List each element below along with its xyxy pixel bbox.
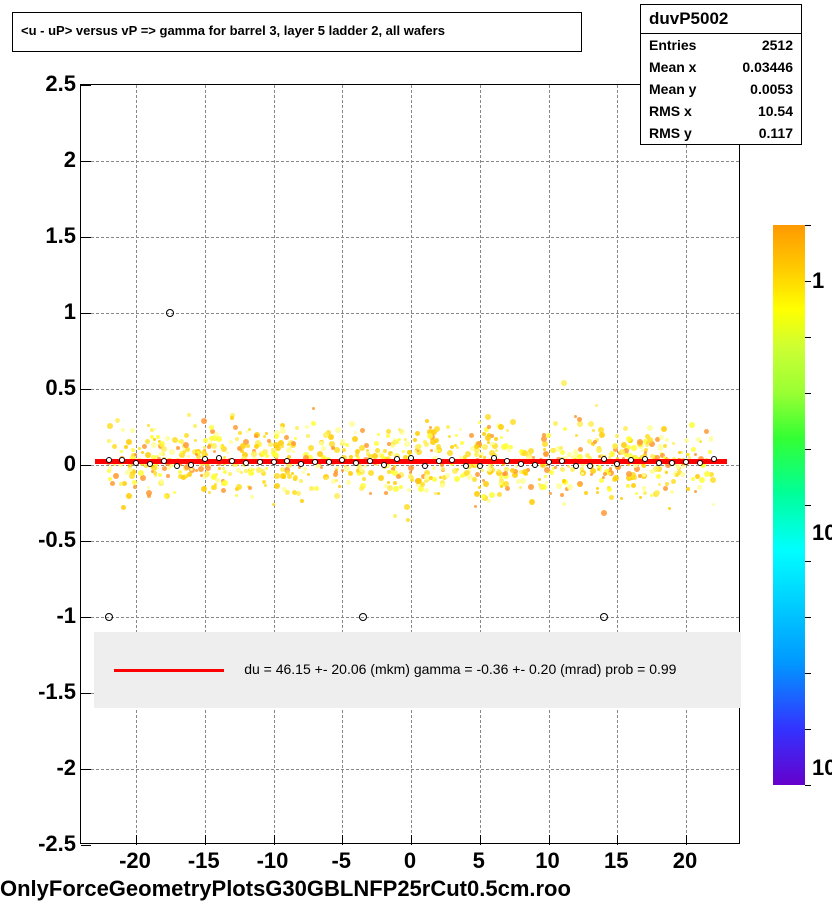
stats-box: duvP5002 Entries 2512 Mean x 0.03446 Mean y 0… — [640, 4, 802, 145]
colorbar-label: 10 — [812, 755, 832, 781]
stat-row: Entries 2512 — [641, 34, 801, 56]
stat-value: 0.117 — [759, 125, 793, 141]
plot-area: du = 46.15 +- 20.06 (mkm) gamma = -0.36 … — [80, 84, 740, 844]
x-tick-label: -15 — [188, 848, 220, 874]
y-tick-label: 2.5 — [6, 71, 76, 97]
outlier-point — [166, 309, 174, 317]
chart-title-box: <u - uP> versus vP => gamma for barrel 3… — [12, 12, 582, 52]
colorbar-label: 1 — [812, 268, 824, 294]
outlier-point — [600, 613, 608, 621]
y-tick-label: -0.5 — [6, 527, 76, 553]
stat-value: 2512 — [762, 37, 793, 53]
y-tick-label: 0.5 — [6, 375, 76, 401]
colorbar — [773, 225, 805, 785]
stat-row: Mean x 0.03446 — [641, 56, 801, 78]
y-tick-label: 1.5 — [6, 223, 76, 249]
x-tick-label: 15 — [604, 848, 628, 874]
chart-title: <u - uP> versus vP => gamma for barrel 3… — [21, 23, 445, 38]
colorbar-label: 10 — [812, 520, 832, 546]
outlier-point — [359, 613, 367, 621]
stat-label: Mean x — [649, 59, 696, 75]
stat-value: 0.0053 — [750, 81, 793, 97]
stat-row: Mean y 0.0053 — [641, 78, 801, 100]
stat-value: 0.03446 — [742, 59, 793, 75]
y-tick-label: 1 — [6, 299, 76, 325]
stats-rows: Entries 2512 Mean x 0.03446 Mean y 0.0053 RMS … — [641, 34, 801, 144]
stat-value: 10.54 — [758, 103, 793, 119]
x-tick-label: 10 — [535, 848, 559, 874]
legend-text: du = 46.15 +- 20.06 (mkm) gamma = -0.36 … — [244, 661, 676, 677]
x-axis-caption: OnlyForceGeometryPlotsG30GBLNFP25rCut0.5… — [0, 876, 832, 902]
x-tick-label: -20 — [119, 848, 151, 874]
x-tick-label: -10 — [257, 848, 289, 874]
stat-row: RMS y 0.117 — [641, 122, 801, 144]
root-container: <u - uP> versus vP => gamma for barrel 3… — [0, 0, 832, 903]
stat-row: RMS x 10.54 — [641, 100, 801, 122]
x-tick-label: 20 — [673, 848, 697, 874]
legend-box: du = 46.15 +- 20.06 (mkm) gamma = -0.36 … — [94, 632, 741, 708]
x-tick-label: 0 — [404, 848, 416, 874]
y-tick-label: -2.5 — [6, 831, 76, 857]
x-tick-label: 5 — [473, 848, 485, 874]
y-tick-label: 2 — [6, 147, 76, 173]
y-tick-label: 0 — [6, 451, 76, 477]
y-tick-label: -1.5 — [6, 679, 76, 705]
stat-label: Mean y — [649, 81, 696, 97]
stat-label: Entries — [649, 37, 696, 53]
x-tick-label: -5 — [331, 848, 351, 874]
y-tick-label: -1 — [6, 603, 76, 629]
stat-label: RMS y — [649, 125, 692, 141]
legend-line-sample — [114, 669, 224, 672]
stat-label: RMS x — [649, 103, 692, 119]
y-tick-label: -2 — [6, 755, 76, 781]
outlier-point — [105, 613, 113, 621]
stats-name: duvP5002 — [641, 5, 801, 34]
